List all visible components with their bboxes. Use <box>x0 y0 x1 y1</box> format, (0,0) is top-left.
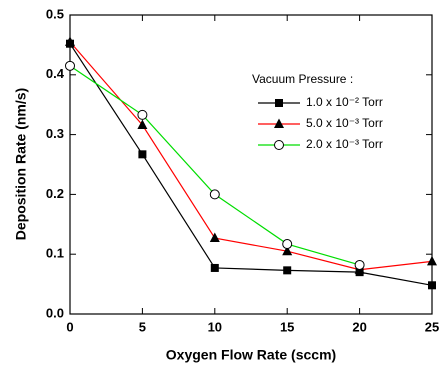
marker-square <box>138 150 147 159</box>
marker-triangle <box>282 245 293 256</box>
marker-square <box>283 266 292 275</box>
series-line <box>69 41 433 271</box>
marker-triangle <box>137 119 148 130</box>
y-tick-label: 0.1 <box>46 246 64 261</box>
marker-square <box>275 99 283 107</box>
marker-triangle <box>65 36 75 46</box>
x-tick-label: 20 <box>352 319 366 334</box>
y-tick-label: 0.2 <box>46 186 64 201</box>
y-tick-label: 0.0 <box>46 305 64 320</box>
marker-circle <box>137 109 148 120</box>
marker-circle <box>274 140 284 150</box>
marker-circle <box>282 239 293 250</box>
marker-triangle <box>209 232 220 243</box>
y-tick-label: 0.3 <box>46 126 64 141</box>
legend-label: 5.0 x 10⁻³ Torr <box>306 116 383 130</box>
y-axis-label: Deposition Rate (nm/s) <box>13 88 29 240</box>
y-tick-label: 0.4 <box>46 66 65 81</box>
marker-triangle <box>427 255 437 266</box>
plot-frame <box>69 14 433 315</box>
y-tick-label: 0.5 <box>46 6 64 21</box>
marker-circle <box>354 259 365 270</box>
marker-circle <box>209 189 220 200</box>
x-tick-label: 25 <box>425 319 439 334</box>
x-tick-label: 10 <box>208 319 222 334</box>
legend-label: 1.0 x 10⁻² Torr <box>306 95 383 109</box>
x-tick-label: 5 <box>139 319 146 334</box>
legend-title: Vacuum Pressure : <box>252 72 353 86</box>
x-tick-label: 0 <box>66 319 73 334</box>
legend-label: 2.0 x 10⁻³ Torr <box>306 137 383 151</box>
series-line <box>69 43 433 286</box>
x-tick-label: 15 <box>280 319 294 334</box>
marker-square <box>210 263 219 272</box>
marker-circle <box>65 60 75 71</box>
x-axis-label: Oxygen Flow Rate (sccm) <box>166 347 336 363</box>
marker-triangle <box>274 118 284 128</box>
marker-square <box>428 281 436 290</box>
